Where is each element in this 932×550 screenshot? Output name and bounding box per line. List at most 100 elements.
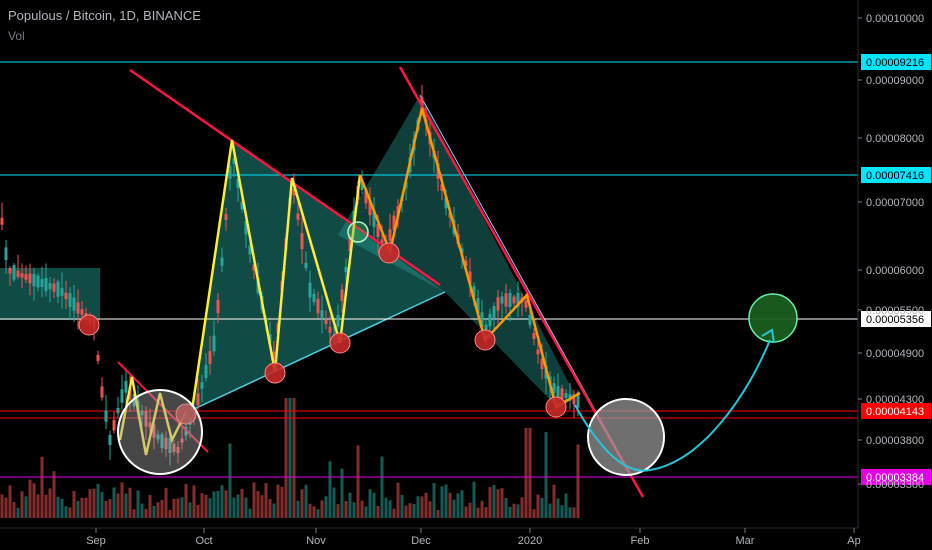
volume-bar — [236, 494, 240, 518]
candle-body — [48, 283, 52, 290]
volume-bar — [104, 500, 108, 518]
candle-body — [164, 437, 168, 450]
volume-bar — [176, 498, 180, 518]
candle-body — [172, 443, 176, 452]
volume-bar — [404, 505, 408, 518]
candle-body — [444, 197, 448, 209]
candle-body — [228, 166, 232, 179]
volume-bar — [152, 505, 156, 518]
volume-bar — [184, 483, 188, 518]
volume-bar — [96, 484, 100, 518]
volume-bar — [460, 490, 464, 518]
volume-bar — [160, 500, 164, 518]
volume-bar — [484, 507, 488, 518]
candle-body — [196, 393, 200, 406]
volume-bar — [332, 487, 336, 518]
candle-body — [340, 289, 344, 301]
volume-bar — [504, 497, 508, 518]
price-tick-label: 0.00008000 — [866, 133, 924, 145]
price-level-label-bg — [861, 167, 931, 183]
pivot-marker — [545, 396, 567, 418]
price-level-label-text: 0.00007416 — [866, 170, 924, 182]
candle-body — [200, 382, 204, 389]
volume-bar — [216, 491, 220, 518]
volume-bar — [340, 468, 344, 518]
price-level-label-bg — [861, 403, 931, 419]
volume-bar — [192, 485, 196, 518]
volume-bar — [436, 509, 440, 518]
candle-body — [220, 257, 224, 266]
candle-body — [336, 315, 340, 327]
yellow-zigzag-large — [190, 139, 362, 411]
candle-body — [76, 302, 80, 314]
volume-bar — [276, 484, 280, 518]
candle-body — [316, 298, 320, 314]
price-tick-label: 0.00005500 — [866, 305, 924, 317]
volume-bar — [528, 428, 532, 518]
candle-body — [556, 386, 560, 397]
candle-body — [524, 300, 528, 308]
volume-bar — [28, 479, 32, 518]
candle-body — [536, 349, 540, 355]
volume-bar — [292, 398, 296, 518]
candle-body — [560, 388, 564, 399]
candle-body — [472, 286, 476, 297]
volume-bar — [500, 488, 504, 518]
candle-body — [112, 420, 116, 431]
drawings — [78, 66, 798, 498]
price-level-label: 0.00003384 — [861, 469, 931, 485]
volume-bar — [228, 443, 232, 518]
volume-bar — [444, 484, 448, 518]
volume-bar — [356, 445, 360, 518]
volume-bar — [372, 492, 376, 518]
volume-bar — [488, 487, 492, 518]
price-level-label: 0.00009216 — [861, 54, 931, 70]
volume-bar — [320, 500, 324, 518]
volume-bar — [544, 432, 548, 518]
candle-body — [180, 438, 184, 443]
candle-body — [292, 188, 296, 196]
volume-bar — [520, 497, 524, 518]
candle-body — [16, 270, 20, 277]
candle-body — [528, 314, 532, 326]
volume-bar — [128, 487, 132, 518]
candle-body — [68, 293, 72, 307]
volume-bar — [208, 498, 212, 518]
pivot-marker — [264, 362, 286, 384]
volume-bar — [196, 504, 200, 518]
volume-bar — [316, 509, 320, 518]
volume-bar — [204, 494, 208, 518]
volume-bar — [284, 398, 288, 518]
candle-body — [32, 273, 36, 287]
pivot-marker — [78, 314, 100, 336]
volume-bar — [48, 488, 52, 518]
pivot-marker — [329, 332, 351, 354]
price-level-label-bg — [861, 54, 931, 70]
candle-body — [492, 306, 496, 318]
volume-bar — [112, 487, 116, 518]
volume-bar — [540, 497, 544, 518]
candle-body — [156, 434, 160, 440]
volume-bar — [392, 508, 396, 518]
volume-bar — [420, 496, 424, 518]
time-tick-label: Dec — [411, 535, 431, 547]
volume-bar — [272, 503, 276, 518]
candle-body — [52, 283, 56, 292]
volume-bar — [352, 502, 356, 518]
price-level-label-text: 0.00005356 — [866, 314, 924, 326]
candle-body — [72, 297, 76, 311]
wedge-pattern — [338, 95, 575, 410]
volume-bar — [172, 498, 176, 518]
volume-bar — [188, 502, 192, 518]
volume-bar — [384, 497, 388, 518]
volume-bar — [552, 484, 556, 518]
volume-bar — [328, 461, 332, 518]
candle-body — [540, 358, 544, 370]
candle-body — [120, 389, 124, 403]
candle-body — [232, 158, 236, 164]
candle-body — [8, 268, 12, 274]
volume-bar — [140, 503, 144, 518]
volume-bar — [120, 482, 124, 518]
volume-bar — [260, 495, 264, 518]
